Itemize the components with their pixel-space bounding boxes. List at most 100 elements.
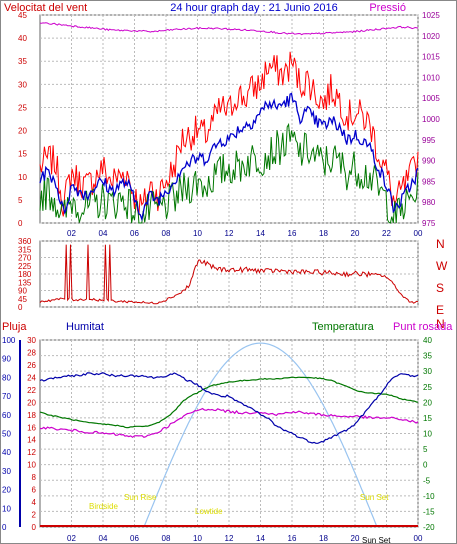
pressure-tick: 1005	[422, 94, 440, 103]
rain-tick: 28	[27, 348, 36, 357]
temperature-tick: 40	[423, 336, 432, 345]
graph-day-title: 24 hour graph day : 21 Junio 2016	[170, 2, 338, 14]
hour-tick: 16	[288, 534, 297, 543]
rain-tick: 30	[27, 336, 36, 345]
hour-tick: 08	[162, 229, 171, 238]
wind-speed-tick: 0	[18, 219, 23, 228]
pressure-tick: 1025	[422, 11, 440, 20]
temperature-tick: -10	[423, 492, 435, 501]
direction-tick: 360	[18, 237, 32, 246]
temperature-tick: 10	[423, 430, 432, 439]
humidity-tick: 100	[2, 336, 16, 345]
pressure-tick: 990	[422, 157, 436, 166]
sunrise-label: Sun Rise	[124, 493, 157, 502]
compass-letter: S	[436, 281, 444, 295]
hour-tick: 12	[225, 229, 234, 238]
pressure-title: Pressió	[369, 2, 406, 14]
direction-tick: 90	[18, 287, 27, 296]
temperature-tick: 30	[423, 367, 432, 376]
rain-tick: 0	[32, 523, 37, 532]
hour-tick: 18	[319, 229, 328, 238]
lowtide-label: Lowtide	[195, 507, 223, 516]
rain-tick: 4	[32, 498, 37, 507]
solar-curve	[143, 342, 378, 528]
direction-tick: 180	[18, 270, 32, 279]
temperature-humidity-panel: -20-15-10-505101520253035400246810121416…	[2, 336, 435, 543]
pressure-line	[39, 22, 419, 36]
humidity-tick: 50	[2, 430, 11, 439]
pressure-tick: 985	[422, 177, 436, 186]
direction-tick: 225	[18, 262, 32, 271]
rain-tick: 12	[27, 448, 36, 457]
hour-tick: 04	[99, 534, 108, 543]
humidity-tick: 90	[2, 355, 11, 364]
hour-tick: 14	[256, 229, 265, 238]
pressure-tick: 1015	[422, 53, 440, 62]
pressure-tick: 1000	[422, 115, 440, 124]
temperature-tick: -15	[423, 507, 435, 516]
temperature-tick: 5	[423, 445, 428, 454]
dewpoint-label: Punt rosada	[393, 321, 453, 333]
temperature-tick: -5	[423, 476, 431, 485]
rain-tick: 8	[32, 473, 37, 482]
rain-tick: 10	[27, 461, 36, 470]
hour-tick: 20	[351, 534, 360, 543]
temperature-tick: -20	[423, 523, 435, 532]
rain-tick: 20	[27, 398, 36, 407]
wind-speed-title: Velocitat del vent	[4, 2, 87, 14]
hour-tick: 10	[193, 534, 202, 543]
hour-tick: 00	[414, 534, 423, 543]
rain-tick: 2	[32, 511, 37, 520]
direction-tick: 270	[18, 254, 32, 263]
temperature-tick: 20	[423, 398, 432, 407]
wind-speed-tick: 35	[18, 57, 27, 66]
humidity-tick: 30	[2, 467, 11, 476]
rain-tick: 14	[27, 436, 36, 445]
hour-tick: 00	[414, 229, 423, 238]
rain-tick: 24	[27, 373, 36, 382]
birdside-label: Birdside	[89, 502, 118, 511]
compass-letter: N	[436, 317, 445, 331]
wind-pressure-panel: 0510152025303540459759809859909951000100…	[18, 11, 440, 238]
wind-gust-line	[39, 51, 419, 217]
humidity-label: Humitat	[66, 321, 104, 333]
pressure-tick: 980	[422, 198, 436, 207]
wind-direction-line	[39, 244, 419, 305]
direction-tick: 0	[18, 303, 23, 312]
dewpoint-line	[39, 407, 419, 439]
wind-speed-tick: 40	[18, 34, 27, 43]
wind-speed-tick: 30	[18, 80, 27, 89]
direction-tick: 45	[18, 295, 27, 304]
humidity-line	[39, 372, 419, 444]
wind-avg-line	[39, 92, 419, 222]
wind-speed-tick: 25	[18, 103, 27, 112]
humidity-tick: 80	[2, 373, 11, 382]
hour-tick: 18	[319, 534, 328, 543]
temperature-tick: 15	[423, 414, 432, 423]
hour-tick: 04	[99, 229, 108, 238]
pressure-tick: 1020	[422, 32, 440, 41]
hour-tick: 02	[67, 229, 76, 238]
hour-tick: 10	[193, 229, 202, 238]
compass-letter: N	[436, 237, 445, 251]
wind-speed-tick: 5	[18, 196, 23, 205]
temperature-tick: 0	[423, 461, 428, 470]
hour-tick: 14	[256, 534, 265, 543]
humidity-tick: 70	[2, 392, 11, 401]
compass-letter: E	[436, 303, 444, 317]
hour-tick: 20	[351, 229, 360, 238]
temperature-tick: 35	[423, 352, 432, 361]
wind-speed-tick: 45	[18, 11, 27, 20]
hour-tick: 12	[225, 534, 234, 543]
wind-speed-tick: 15	[18, 150, 27, 159]
rain-tick: 6	[32, 486, 37, 495]
hour-tick: 06	[130, 229, 139, 238]
rain-tick: 22	[27, 386, 36, 395]
humidity-tick: 0	[2, 523, 7, 532]
hour-tick: 06	[130, 534, 139, 543]
hour-tick: 16	[288, 229, 297, 238]
hour-tick: 02	[67, 534, 76, 543]
